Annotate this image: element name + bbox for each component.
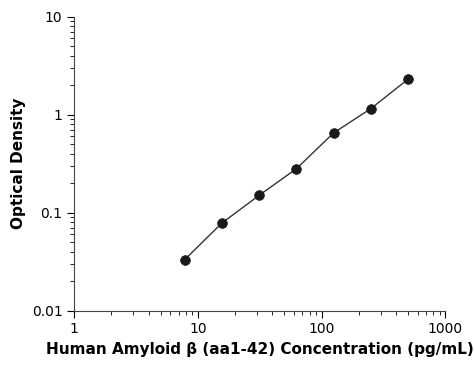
X-axis label: Human Amyloid β (aa1-42) Concentration (pg/mL): Human Amyloid β (aa1-42) Concentration (…	[46, 342, 474, 357]
Y-axis label: Optical Density: Optical Density	[11, 98, 26, 229]
